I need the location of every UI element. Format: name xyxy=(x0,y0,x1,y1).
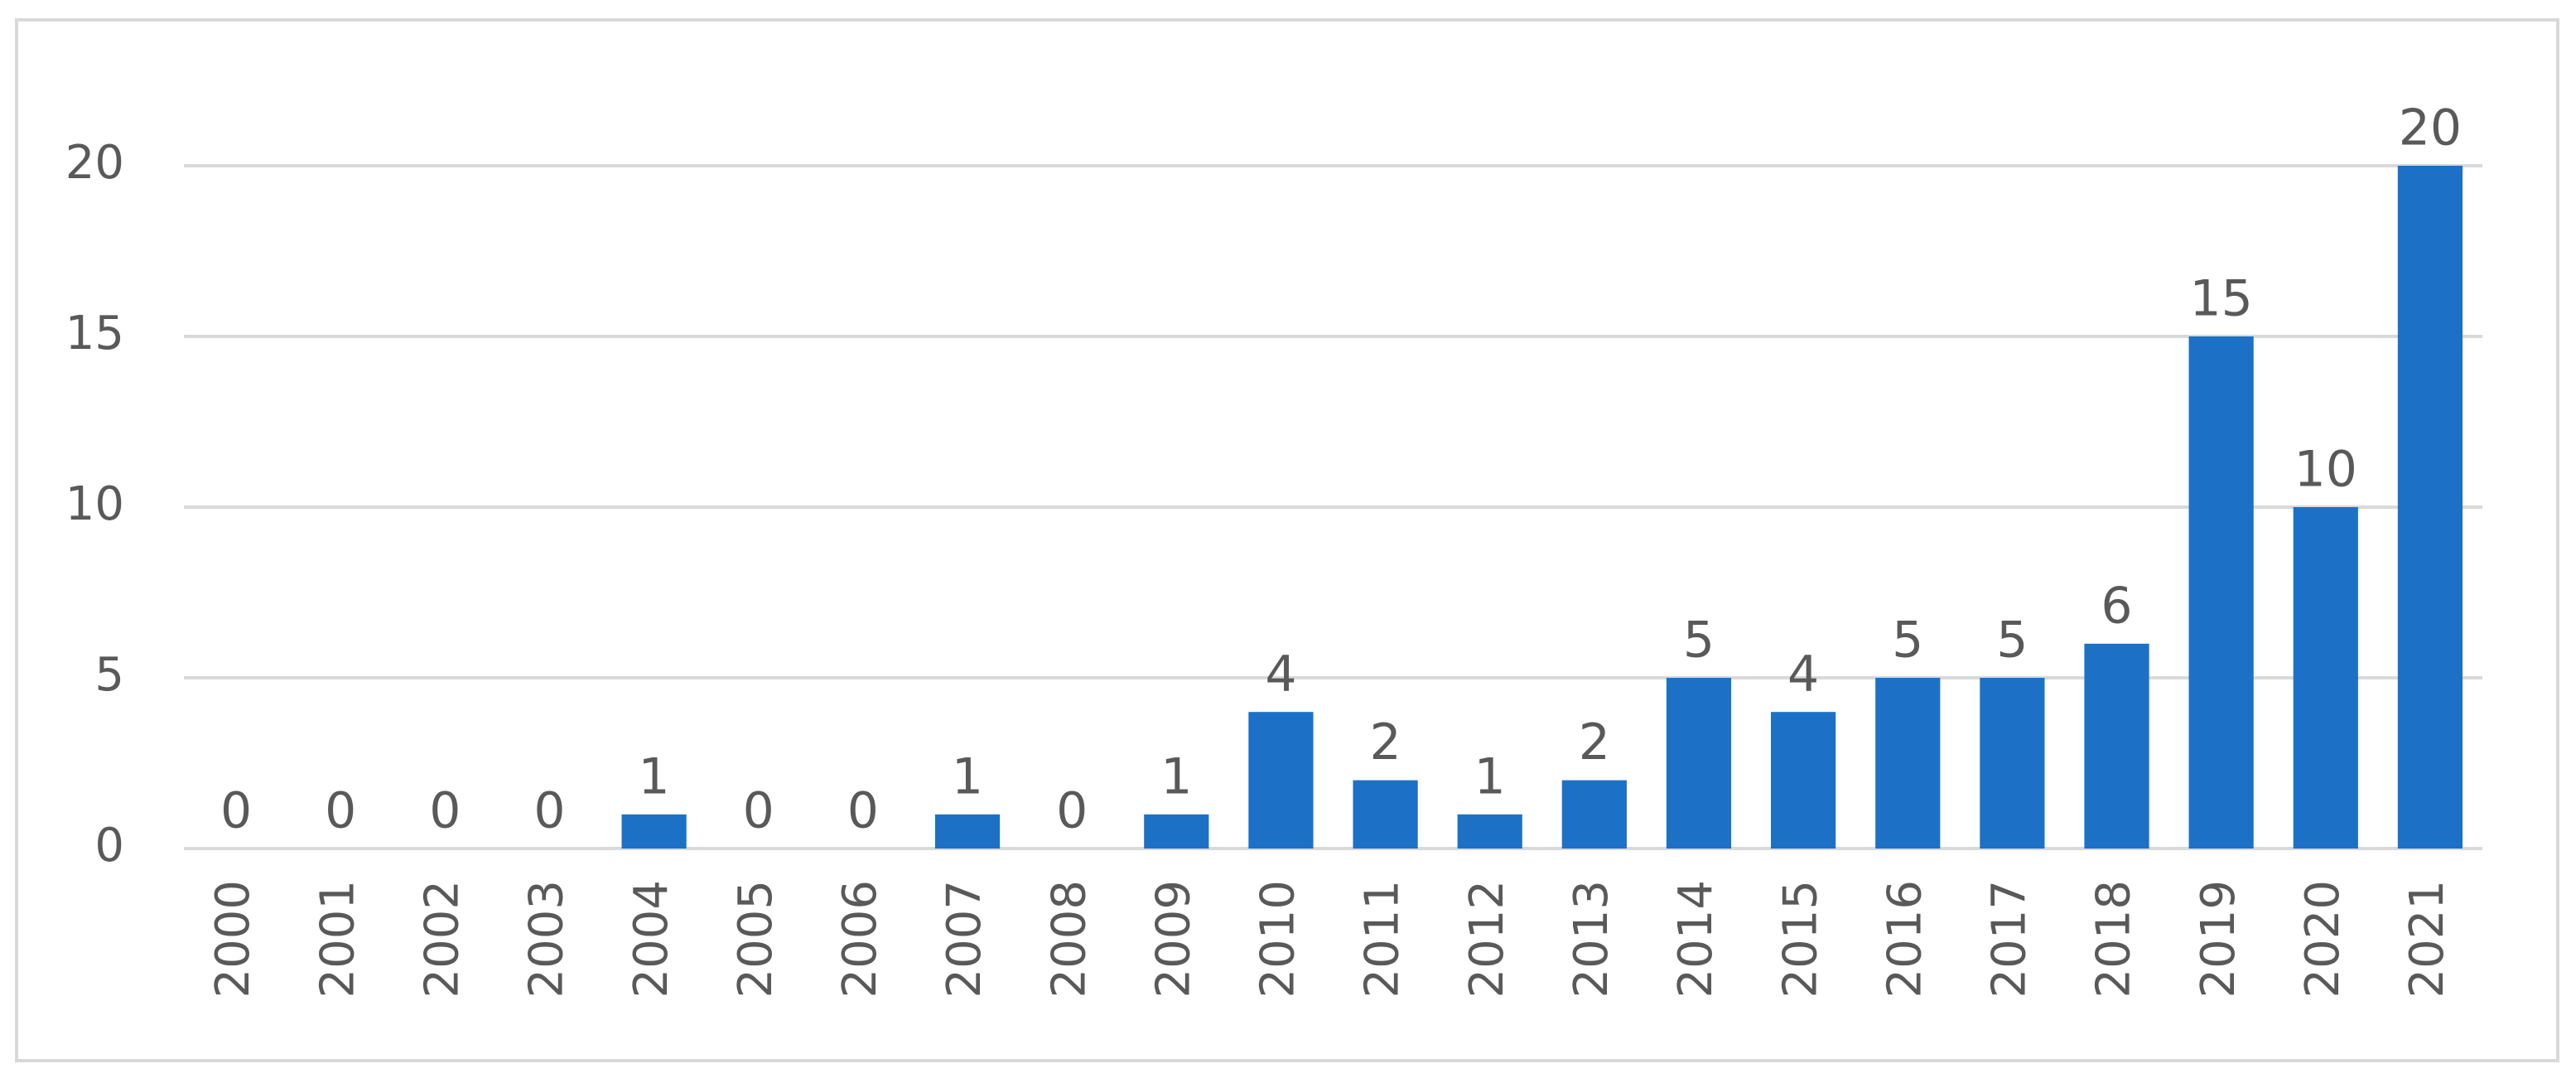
x-tick-label: 2014 xyxy=(1669,880,1723,999)
bar xyxy=(934,814,1001,849)
y-tick-label: 20 xyxy=(65,136,124,190)
data-label: 0 xyxy=(743,782,774,840)
data-label: 4 xyxy=(1787,646,1819,704)
bar xyxy=(2188,336,2254,849)
x-tick-label: 2005 xyxy=(729,880,783,999)
x-tick-label: 2010 xyxy=(1252,880,1305,999)
x-tick-label: 2016 xyxy=(1878,880,1932,999)
data-label: 15 xyxy=(2189,270,2252,328)
x-tick-label: 2006 xyxy=(833,880,887,999)
data-label: 0 xyxy=(847,782,879,840)
bar xyxy=(2084,643,2149,849)
bar xyxy=(1248,712,1314,849)
data-label: 2 xyxy=(1369,713,1401,771)
chart-border xyxy=(15,18,2559,1062)
y-tick-label: 10 xyxy=(65,477,124,531)
data-label: 0 xyxy=(325,782,356,840)
x-tick-label: 2012 xyxy=(1460,880,1514,999)
bar xyxy=(2293,507,2358,849)
data-label: 1 xyxy=(639,747,670,805)
x-tick-label: 2013 xyxy=(1565,880,1618,999)
data-label: 5 xyxy=(1892,612,1923,670)
x-tick-label: 2007 xyxy=(938,880,991,999)
data-label: 1 xyxy=(952,747,983,805)
x-tick-label: 2018 xyxy=(2087,880,2141,999)
bar xyxy=(1875,678,1941,849)
bar xyxy=(1666,678,1732,849)
data-label: 1 xyxy=(1474,747,1506,805)
y-tick-label: 5 xyxy=(94,648,124,702)
bar xyxy=(1144,814,1209,849)
data-label: 6 xyxy=(2101,577,2132,635)
x-tick-label: 2019 xyxy=(2192,880,2246,999)
x-tick-label: 2009 xyxy=(1146,880,1200,999)
x-tick-label: 2020 xyxy=(2296,880,2350,999)
x-tick-label: 2011 xyxy=(1356,880,1410,999)
x-tick-label: 2015 xyxy=(1773,880,1827,999)
data-label: 5 xyxy=(1683,612,1715,670)
data-label: 0 xyxy=(220,782,252,840)
x-tick-label: 2004 xyxy=(625,880,678,999)
data-label: 10 xyxy=(2294,441,2357,499)
bar xyxy=(1980,678,2045,849)
bar xyxy=(1561,780,1627,849)
data-label: 5 xyxy=(1996,612,2028,670)
x-tick-label: 2021 xyxy=(2400,880,2454,999)
y-tick-label: 0 xyxy=(94,819,124,873)
data-label: 20 xyxy=(2399,99,2462,157)
data-label: 0 xyxy=(533,782,565,840)
data-label: 0 xyxy=(429,782,461,840)
x-tick-label: 2003 xyxy=(520,880,574,999)
x-tick-label: 2000 xyxy=(206,880,260,999)
x-tick-label: 2017 xyxy=(1983,880,2037,999)
x-tick-label: 2002 xyxy=(415,880,469,999)
bar xyxy=(1353,780,1418,849)
x-tick-label: 2008 xyxy=(1042,880,1096,999)
bar xyxy=(1771,712,1836,849)
data-label: 0 xyxy=(1056,782,1088,840)
x-tick-label: 2001 xyxy=(311,880,364,999)
bar xyxy=(1457,814,1522,849)
y-tick-label: 15 xyxy=(65,307,124,360)
data-label: 1 xyxy=(1160,747,1192,805)
bar xyxy=(2397,166,2463,849)
bar xyxy=(621,814,687,849)
data-label: 4 xyxy=(1265,646,1296,704)
data-label: 2 xyxy=(1579,713,1610,771)
